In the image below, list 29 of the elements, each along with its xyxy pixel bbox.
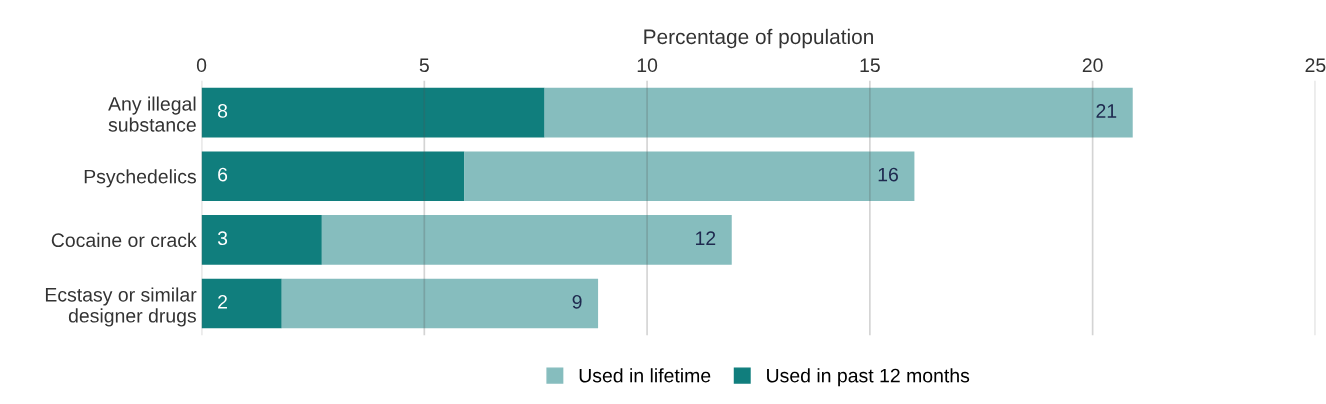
total-label: 9 <box>572 294 582 309</box>
data-label: 6 <box>218 167 228 182</box>
y-tick-label: Psychedelics <box>84 169 196 188</box>
bar <box>464 151 915 202</box>
total-label: 12 <box>696 231 716 245</box>
total-label: 21 <box>1096 104 1117 118</box>
data-label: 3 <box>217 231 228 246</box>
data-label: 2 <box>218 294 227 309</box>
y-tick-label: Any illegal substance <box>108 96 196 132</box>
bar <box>281 278 599 329</box>
bar <box>321 215 732 265</box>
y-tick-label: Ecstasy or similar designer drugs <box>45 287 197 327</box>
bar <box>201 151 465 202</box>
x-tick-label: 25 <box>1305 58 1326 73</box>
x-tick-label: 5 <box>419 58 429 73</box>
legend-label: Used in lifetime <box>579 368 711 383</box>
x-tick-label: 0 <box>196 58 207 73</box>
data-label: 8 <box>217 104 228 118</box>
x-axis-title: Percentage of population <box>644 28 873 49</box>
x-tick-label: 10 <box>637 58 658 73</box>
total-label: 16 <box>878 167 898 182</box>
bar <box>201 278 282 329</box>
x-tick-label: 20 <box>1082 58 1103 73</box>
legend-label: Used in past 12 months <box>767 368 970 387</box>
bar <box>201 87 545 138</box>
x-tick-label: 15 <box>860 58 880 73</box>
bar <box>201 215 322 265</box>
bar <box>544 87 1133 138</box>
y-tick-label: Cocaine or crack <box>51 232 197 248</box>
